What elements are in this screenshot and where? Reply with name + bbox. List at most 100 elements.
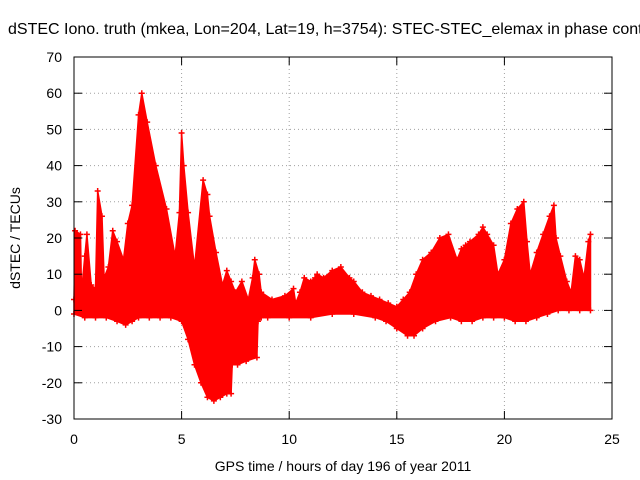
data-point-marker — [514, 206, 521, 213]
data-point-marker — [568, 289, 575, 296]
data-point-marker — [296, 289, 303, 296]
data-point-marker — [223, 267, 230, 274]
y-axis: -30 -20 -10 0 10 20 30 40 50 60 70 — [42, 49, 612, 427]
data-point-marker — [458, 318, 465, 325]
data-point-marker — [454, 256, 461, 263]
data-point-marker — [413, 271, 420, 278]
data-point-marker — [78, 289, 85, 296]
data-point-marker — [501, 314, 508, 321]
data-point-marker — [258, 289, 265, 296]
data-point-marker — [172, 253, 179, 260]
data-point-marker — [178, 130, 185, 137]
data-point-marker — [92, 285, 99, 292]
data-point-marker — [337, 263, 344, 270]
data-point-marker — [406, 289, 413, 296]
data-point-marker — [533, 314, 540, 321]
data-point-marker — [135, 314, 142, 321]
y-tick-label: 40 — [46, 158, 62, 174]
data-point-marker — [523, 238, 530, 245]
data-point-marker — [180, 162, 187, 169]
data-point-marker — [109, 227, 116, 234]
data-point-marker — [81, 314, 88, 321]
data-point-marker — [563, 278, 570, 285]
data-point-marker — [385, 300, 392, 307]
data-point-marker — [135, 111, 142, 118]
data-point-marker — [490, 242, 497, 249]
y-tick-label: -20 — [42, 375, 62, 391]
data-point-marker — [533, 249, 540, 256]
data-point-marker — [103, 314, 110, 321]
data-point-marker — [101, 274, 108, 281]
x-axis: 0 5 10 15 20 25 — [70, 57, 620, 447]
data-point-marker — [544, 311, 551, 318]
x-tick-label: 20 — [497, 431, 513, 447]
y-tick-label: 70 — [46, 49, 62, 65]
data-point-marker — [77, 231, 84, 238]
data-point-marker — [359, 289, 366, 296]
data-point-marker — [219, 282, 226, 289]
y-tick-label: 50 — [46, 121, 62, 137]
data-point-marker — [469, 318, 476, 325]
data-point-marker — [124, 220, 131, 227]
data-point-marker — [228, 278, 235, 285]
data-point-marker — [546, 213, 553, 220]
data-point-marker — [114, 318, 121, 325]
data-point-marker — [167, 314, 174, 321]
data-point-marker — [550, 202, 557, 209]
data-area — [71, 90, 594, 404]
y-tick-label: -10 — [42, 339, 62, 355]
data-point-marker — [292, 300, 299, 307]
data-point-marker — [256, 271, 263, 278]
y-tick-label: 10 — [46, 266, 62, 282]
data-point-marker — [129, 202, 136, 209]
data-point-marker — [553, 235, 560, 241]
data-point-marker — [281, 292, 288, 299]
data-point-marker — [232, 289, 239, 296]
data-point-marker — [329, 311, 336, 318]
y-tick-label: -30 — [42, 411, 62, 427]
data-point-marker — [253, 354, 260, 361]
data-point-marker — [576, 307, 583, 314]
data-point-marker — [432, 318, 439, 325]
x-tick-label: 15 — [389, 431, 405, 447]
data-point-marker — [83, 231, 90, 238]
data-point-marker — [251, 256, 258, 263]
data-point-marker — [204, 394, 211, 401]
data-point-marker — [200, 177, 207, 184]
data-point-marker — [146, 314, 153, 321]
data-point-marker — [176, 209, 183, 216]
data-point-marker — [479, 314, 486, 321]
data-point-marker — [114, 238, 121, 245]
data-point-marker — [445, 231, 452, 238]
data-point-marker — [245, 296, 252, 303]
data-point-marker — [466, 238, 473, 245]
data-point-marker — [367, 292, 374, 299]
data-point-marker — [312, 274, 319, 281]
data-point-marker — [81, 253, 88, 260]
data-point-marker — [484, 231, 491, 238]
data-point-marker — [129, 318, 136, 325]
data-point-marker — [204, 191, 211, 198]
data-point-marker — [92, 314, 99, 321]
data-point-marker — [249, 274, 256, 281]
data-point-marker — [393, 325, 400, 332]
data-point-marker — [152, 162, 159, 169]
data-point-marker — [436, 235, 443, 241]
data-point-marker — [290, 285, 297, 292]
x-tick-label: 5 — [178, 431, 186, 447]
data-point-marker — [72, 227, 79, 234]
data-point-marker — [228, 390, 235, 397]
data-point-marker — [507, 220, 514, 227]
data-point-marker — [122, 321, 129, 328]
data-point-marker — [286, 314, 293, 321]
data-point-marker — [264, 314, 271, 321]
data-point-marker — [197, 379, 204, 386]
data-point-marker — [585, 238, 592, 245]
data-point-marker — [490, 314, 497, 321]
data-point-marker — [185, 336, 192, 343]
x-axis-label: GPS time / hours of day 196 of year 2011 — [215, 458, 472, 474]
x-tick-label: 10 — [281, 431, 297, 447]
data-point-marker — [157, 314, 164, 321]
data-point-marker — [512, 318, 519, 325]
